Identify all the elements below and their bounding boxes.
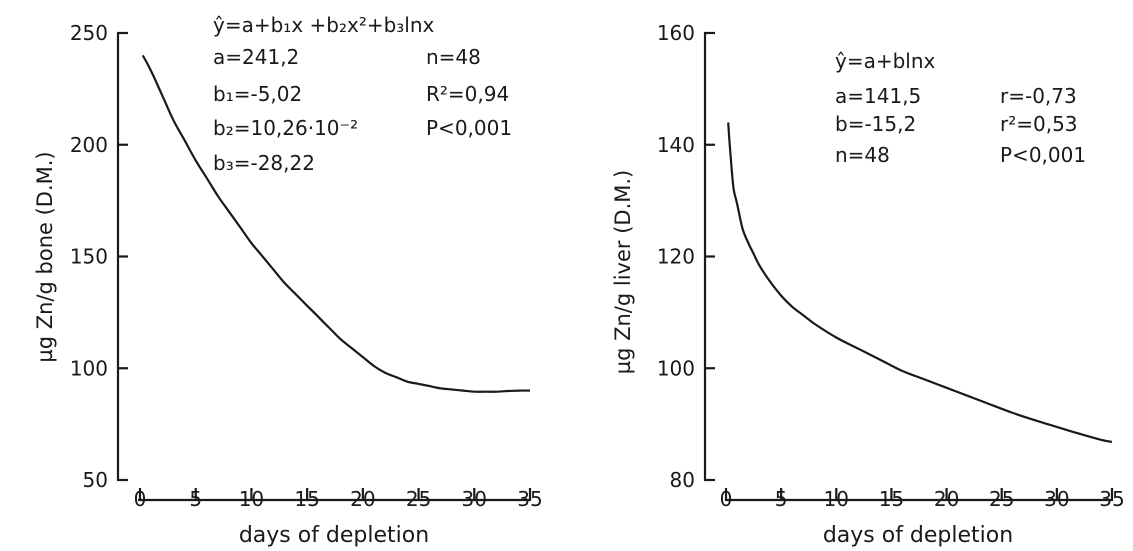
bone-y-tick-label: 100 xyxy=(70,356,108,380)
bone-fit-curve xyxy=(141,54,531,393)
liver-x-tick-label: 35 xyxy=(1099,487,1124,511)
liver-x-tick-label: 15 xyxy=(879,487,904,511)
liver-x-tick-label: 5 xyxy=(775,487,788,511)
liver-y-tick-label: 100 xyxy=(657,356,695,380)
bone-x-tick-label: 35 xyxy=(517,487,542,511)
bone-x-tick-label: 15 xyxy=(294,487,319,511)
liver-param-b: b=-15,2 xyxy=(835,112,916,136)
bone-x-axis-label: days of depletion xyxy=(239,523,429,548)
bone-x-tick-label: 5 xyxy=(189,487,202,511)
bone-param-b1: b₁=-5,02 xyxy=(213,82,302,106)
liver-equation: ŷ=a+blnx xyxy=(835,49,936,73)
liver-y-tick-label: 140 xyxy=(657,133,695,157)
liver-x-ticks: 0 5 10 15 20 25 30 35 xyxy=(720,487,1125,511)
bone-param-a: a=241,2 xyxy=(213,45,299,69)
bone-x-tick-label: 10 xyxy=(239,487,264,511)
liver-y-tick-label: 120 xyxy=(657,245,695,269)
liver-param-r2: r²=0,53 xyxy=(1000,112,1078,136)
liver-x-axis-label: days of depletion xyxy=(823,523,1013,548)
liver-param-a: a=141,5 xyxy=(835,84,921,108)
bone-x-ticks: 0 5 10 15 20 25 30 35 xyxy=(134,487,543,511)
liver-y-tick-label: 80 xyxy=(670,468,695,492)
liver-y-ticks: 80 100 120 140 160 xyxy=(657,21,715,492)
liver-parameters: a=141,5 r=-0,73 b=-15,2 r²=0,53 n=48 P<0… xyxy=(835,84,1086,167)
bone-y-ticks: 50 100 150 200 250 xyxy=(70,21,128,492)
liver-param-p: P<0,001 xyxy=(1000,143,1086,167)
liver-x-tick-label: 25 xyxy=(989,487,1014,511)
bone-y-tick-label: 250 xyxy=(70,21,108,45)
bone-param-p: P<0,001 xyxy=(426,116,512,140)
bone-parameters: a=241,2 n=48 b₁=-5,02 R²=0,94 b₂=10,26·1… xyxy=(213,45,512,175)
liver-x-tick-label: 0 xyxy=(720,487,733,511)
bone-x-tick-label: 0 xyxy=(134,487,147,511)
bone-x-tick-label: 20 xyxy=(350,487,375,511)
liver-zinc-chart: 80 100 120 140 160 0 5 10 15 20 25 30 35 days of de… xyxy=(611,21,1125,548)
bone-y-tick-label: 200 xyxy=(70,133,108,157)
bone-param-b3: b₃=-28,22 xyxy=(213,151,315,175)
liver-y-tick-label: 160 xyxy=(657,21,695,45)
liver-x-tick-label: 20 xyxy=(934,487,959,511)
liver-x-tick-label: 10 xyxy=(824,487,849,511)
bone-param-b2: b₂=10,26·10⁻² xyxy=(213,116,358,140)
liver-param-r: r=-0,73 xyxy=(1000,84,1077,108)
bone-x-tick-label: 30 xyxy=(462,487,487,511)
bone-y-axis-label: µg Zn/g bone (D.M.) xyxy=(33,151,57,362)
bone-y-tick-label: 150 xyxy=(70,245,108,269)
bone-zinc-chart: 50 100 150 200 250 0 5 10 15 20 25 30 35 days of de… xyxy=(33,13,543,548)
bone-param-r2: R²=0,94 xyxy=(426,82,509,106)
liver-x-tick-label: 30 xyxy=(1044,487,1069,511)
liver-param-n: n=48 xyxy=(835,143,890,167)
liver-fit-curve xyxy=(727,122,1113,444)
bone-equation: ŷ=a+b₁x +b₂x²+b₃lnx xyxy=(213,13,435,37)
bone-x-tick-label: 25 xyxy=(406,487,431,511)
bone-y-tick-label: 50 xyxy=(83,468,108,492)
bone-param-n: n=48 xyxy=(426,45,481,69)
liver-y-axis-label: µg Zn/g liver (D.M.) xyxy=(611,170,635,375)
